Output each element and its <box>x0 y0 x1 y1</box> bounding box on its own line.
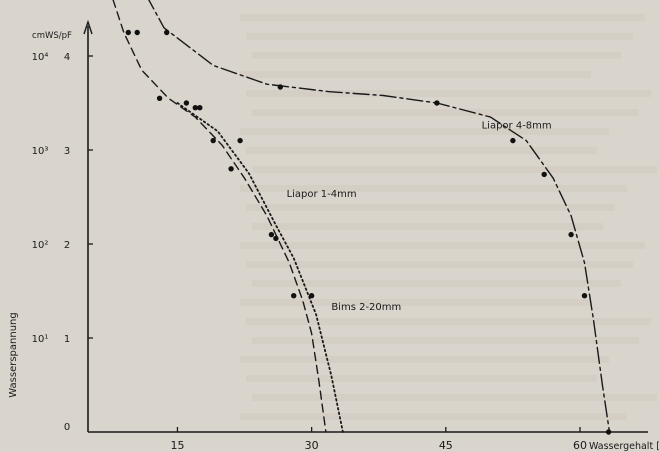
texture-line <box>246 90 651 97</box>
data-point-1-1 <box>164 29 170 36</box>
series-line-1 <box>148 0 611 433</box>
data-point-1-7 <box>581 293 588 299</box>
y-tick-cmws-label-4: 10⁴ <box>32 52 49 63</box>
texture-line <box>252 109 639 116</box>
texture-line <box>240 71 591 78</box>
data-point-1-4 <box>510 137 516 144</box>
data-point-2-5 <box>210 137 216 144</box>
texture-line <box>240 14 645 21</box>
x-tick-label-60: 60 <box>573 439 587 452</box>
texture-line <box>240 299 591 306</box>
texture-line <box>246 33 633 40</box>
y-tick-pf-label-0: 0 <box>64 422 70 433</box>
texture-line <box>246 204 615 211</box>
data-point-3-1 <box>192 105 198 111</box>
texture-line <box>252 52 621 59</box>
data-point-3-2 <box>197 105 203 111</box>
curve-label-2: Liapor 1-4mm <box>287 189 357 200</box>
y-axis-arrow <box>83 19 93 35</box>
y-axis-label: Wasserspannung <box>8 312 19 397</box>
data-point-1-2 <box>277 84 283 90</box>
data-point-1-5 <box>541 171 547 178</box>
x-tick-label-15: 15 <box>170 439 184 452</box>
series-layer <box>112 0 612 435</box>
texture-line <box>252 337 639 344</box>
x-tick-label-45: 45 <box>439 439 453 452</box>
data-point-2-2 <box>134 29 140 36</box>
data-point-3-3 <box>237 137 243 144</box>
y-unit-label: cmWS/pF <box>32 31 72 41</box>
x-tick-label-30: 30 <box>305 439 319 452</box>
texture-line <box>240 413 627 420</box>
texture-line <box>240 242 645 249</box>
data-point-2-8 <box>291 293 297 299</box>
labels-layer: 15 30 45 60 0 1 2 3 4 10¹ 10² 10³ 10⁴ cmWS/pF Wassersp… <box>8 31 659 452</box>
texture-line <box>252 394 657 401</box>
series-1 <box>148 0 612 435</box>
y-tick-pf-label-3: 3 <box>64 146 70 157</box>
data-point-1-3 <box>434 100 440 106</box>
texture-line <box>240 185 627 192</box>
curve-label-1: Liapor 4-8mm <box>482 120 552 131</box>
texture-line <box>246 261 633 268</box>
series-line-3 <box>176 102 344 433</box>
texture-line <box>252 223 603 230</box>
data-point-3-4 <box>268 231 275 238</box>
x-axis-label: Wassergehalt [Vol.%] <box>589 441 659 452</box>
data-point-2-1 <box>125 29 131 36</box>
y-tick-pf-label-1: 1 <box>64 334 70 345</box>
data-point-2-7 <box>273 235 279 242</box>
data-point-1-8 <box>605 429 612 435</box>
y-tick-cmws-label-1: 10¹ <box>32 334 49 345</box>
y-tick-cmws-label-2: 10² <box>32 240 49 251</box>
data-point-1-6 <box>568 231 574 238</box>
curve-label-3: Bims 2-20mm <box>331 302 401 313</box>
data-point-3-5 <box>308 293 315 299</box>
texture-line <box>246 318 651 325</box>
data-point-2-6 <box>228 166 234 172</box>
y-tick-pf-label-2: 2 <box>64 240 70 251</box>
data-point-2-3 <box>156 95 163 102</box>
series-2 <box>112 0 327 433</box>
texture-line <box>240 356 609 363</box>
series-line-2 <box>112 0 327 433</box>
y-tick-cmws-label-3: 10³ <box>32 146 49 157</box>
axes <box>83 19 648 433</box>
texture-line <box>252 280 621 287</box>
series-3 <box>176 102 344 433</box>
texture-line <box>246 375 597 382</box>
texture-line <box>240 128 609 135</box>
data-point-2-4 <box>183 100 190 106</box>
texture-line <box>252 166 657 173</box>
texture-line <box>246 147 597 154</box>
y-tick-pf-label-4: 4 <box>64 52 70 63</box>
